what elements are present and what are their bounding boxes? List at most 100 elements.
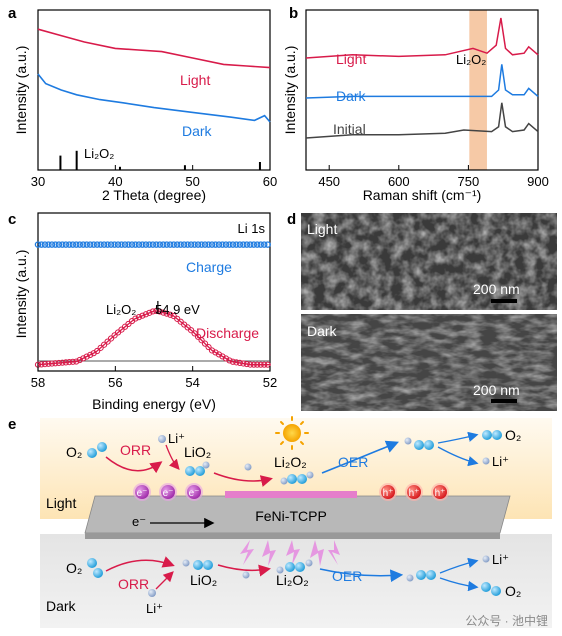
- band-label: Li₂O₂: [456, 52, 486, 67]
- charge-point: [208, 241, 216, 248]
- watermark: 公众号 · 池中锂: [465, 613, 548, 628]
- discharge-point: [104, 338, 111, 345]
- electron-3: [185, 483, 203, 501]
- charge-point: [149, 241, 157, 248]
- o2-molecule-out-top: [482, 430, 502, 440]
- x-tick-label: 50: [185, 174, 199, 189]
- discharge-point: [94, 347, 101, 355]
- charge-point: [146, 241, 153, 248]
- li2o2-formation-arrow-top: [213, 472, 273, 487]
- charge-point: [166, 241, 174, 248]
- x-tick-label: 52: [263, 375, 277, 390]
- reference-sticks: [59, 150, 261, 170]
- discharge-point: [97, 344, 104, 351]
- discharge-point: [201, 340, 209, 347]
- charge-point: [191, 241, 198, 248]
- discharge-point: [198, 337, 205, 344]
- label-charge: Charge: [186, 259, 232, 275]
- charge-point: [219, 241, 226, 248]
- discharge-point: [76, 356, 83, 364]
- charge-point: [121, 241, 129, 248]
- xps-chart: c 58 56 54 52 Li 1s Charge Discharge Li₂O₂ …: [8, 211, 277, 412]
- discharge-point: [101, 341, 108, 348]
- legend-li2o2: Li₂O₂: [84, 146, 114, 161]
- li-arrow-bottom: [155, 571, 174, 590]
- x-ticks: 30 40 50 60: [31, 165, 277, 189]
- discharge-point: [132, 315, 139, 322]
- charge-point: [66, 241, 73, 248]
- x-tick-label: 600: [388, 174, 410, 189]
- charge-point: [264, 241, 271, 248]
- li2o2-band: [469, 10, 487, 170]
- sem-dark-image: [301, 314, 557, 411]
- scale-label-top: 200 nm: [473, 281, 520, 297]
- charge-point: [38, 241, 45, 248]
- plot-frame: [37, 9, 271, 171]
- charge-point: [142, 241, 150, 248]
- charge-point: [76, 241, 84, 248]
- charge-point: [83, 241, 90, 248]
- series-light-line: [305, 17, 539, 59]
- legend-dark: Dark: [182, 123, 213, 139]
- scale-label-bottom: 200 nm: [473, 382, 520, 398]
- charge-point: [198, 241, 205, 248]
- dark-label: Dark: [46, 598, 77, 614]
- mechanism-schematic: e Light Dark FeNi-TCPP e⁻ O₂ ORR: [8, 416, 552, 628]
- o2-molecule-out-bottom: [481, 582, 501, 596]
- charge-point: [48, 241, 56, 248]
- charge-point: [135, 241, 143, 248]
- sem-light-image: [301, 213, 557, 310]
- x-axis-label: Raman shift (cm⁻¹): [363, 187, 482, 203]
- electron-1: [133, 483, 151, 501]
- li-ion-out-top: [482, 457, 490, 465]
- panel-b: b 450 600 750 900 Li₂O₂ Light Dark Initial …: [281, 0, 562, 210]
- charge-point: [233, 241, 240, 248]
- panel-a: a 30 40 50 60 Light Dark Li₂O₂ 2 Theta (deg…: [0, 0, 281, 210]
- x-tick-label: 54: [185, 375, 199, 390]
- light-label: Light: [46, 495, 76, 511]
- charge-point: [247, 241, 254, 248]
- discharge-point: [146, 309, 153, 316]
- y-axis-label: Intensity (a.u.): [13, 250, 29, 339]
- discharge-point: [87, 351, 94, 358]
- charge-point: [125, 241, 132, 248]
- chart-title: Li 1s: [238, 221, 266, 236]
- charge-point: [73, 241, 80, 248]
- discharge-point: [160, 309, 167, 316]
- li2o2-bottom-label: Li₂O₂: [276, 572, 309, 588]
- charge-point: [100, 241, 108, 248]
- charge-point: [226, 241, 233, 248]
- panel-d-label: d: [287, 211, 296, 228]
- charge-point: [55, 241, 63, 248]
- charge-point: [90, 241, 97, 248]
- orr-label-top: ORR: [120, 442, 151, 458]
- y-axis-label: Intensity (a.u.): [13, 46, 29, 135]
- charge-point: [229, 241, 237, 248]
- o2-release-arrow-bottom: [439, 577, 479, 592]
- charge-point: [104, 241, 111, 248]
- scale-bar-bottom: [491, 399, 517, 403]
- hole-1-label: h⁺: [383, 488, 394, 499]
- discharge-point: [135, 314, 143, 321]
- charge-point: [118, 241, 125, 248]
- charge-point: [240, 241, 247, 248]
- series-dark-line: [305, 64, 539, 99]
- li-out-top-label: Li⁺: [492, 454, 509, 469]
- charge-point: [69, 241, 77, 248]
- x-tick-label: 750: [458, 174, 480, 189]
- oer-label-top: OER: [338, 454, 368, 470]
- lio2-molecule-top: [185, 461, 210, 476]
- orr-arrow-top: [105, 456, 163, 474]
- oer-arrow-bottom: [319, 568, 404, 583]
- charge-point: [215, 241, 223, 248]
- charge-point: [173, 241, 181, 248]
- li2o2-intermediate-bottom: [406, 570, 436, 582]
- x-tick-label: 40: [108, 174, 122, 189]
- charge-point: [156, 241, 164, 248]
- discharge-point: [194, 333, 202, 340]
- charge-point: [201, 241, 209, 248]
- charge-point: [132, 241, 139, 248]
- li2o2-top-label: Li₂O₂: [274, 454, 307, 470]
- li-ion-bottom-2: [242, 571, 250, 579]
- label-discharge: Discharge: [196, 325, 259, 341]
